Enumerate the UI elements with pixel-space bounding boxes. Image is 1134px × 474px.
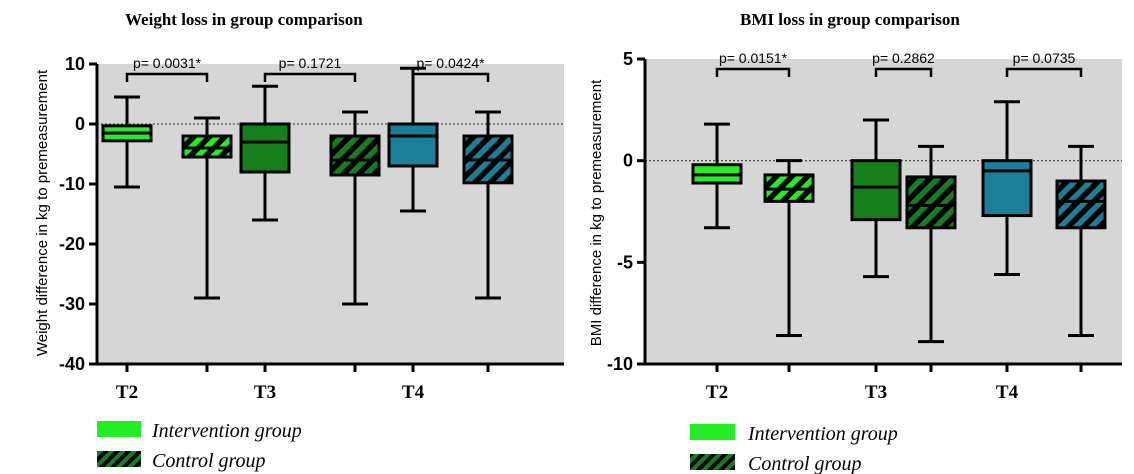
box-hatch xyxy=(1057,181,1105,228)
box-T3-intervention xyxy=(850,118,902,279)
box-fill xyxy=(241,124,289,172)
significance-bracket xyxy=(874,67,933,77)
box-outline xyxy=(981,159,1033,218)
p-value-label: p= 0.0031* xyxy=(133,55,202,71)
box-outline xyxy=(850,159,902,222)
box-outline xyxy=(329,134,381,177)
significance-bracket xyxy=(125,72,209,82)
box-fill xyxy=(983,160,1031,216)
y-tick-label: 0 xyxy=(75,114,85,134)
legend-right: Intervention group Control group xyxy=(690,423,898,474)
y-tick-label: -30 xyxy=(59,294,85,314)
x-tick-label: T2 xyxy=(706,382,728,403)
significance-bracket xyxy=(715,67,791,77)
box-T2-control xyxy=(763,159,815,338)
x-tick-label: T4 xyxy=(996,382,1019,403)
x-tick-label: T2 xyxy=(116,382,138,403)
y-tick-label: 0 xyxy=(623,151,633,171)
x-tick-label: T4 xyxy=(402,382,425,403)
box-fill xyxy=(852,160,900,220)
box-T4-control xyxy=(462,110,514,300)
box-T2-intervention xyxy=(691,122,743,230)
box-T3-intervention xyxy=(239,84,291,222)
legend-label-control: Control group xyxy=(152,450,266,472)
bmi-loss-chart: BMI loss in group comparison BMI differe… xyxy=(588,10,1122,403)
box-T4-control xyxy=(1055,144,1107,338)
box-outline xyxy=(387,122,439,168)
box-outline xyxy=(1055,179,1107,230)
significance-bracket xyxy=(263,72,357,82)
weight-loss-chart: Weight loss in group comparison Weight d… xyxy=(34,10,564,403)
y-axis-label: Weight difference in kg to premeasuremen… xyxy=(34,69,51,356)
y-tick-label: -40 xyxy=(59,354,85,374)
box-T3-control xyxy=(329,110,381,306)
box-T2-intervention xyxy=(101,95,153,189)
y-tick-label: 10 xyxy=(65,54,85,74)
y-tick-label: -10 xyxy=(59,174,85,194)
legend-swatch-intervention xyxy=(97,421,141,437)
legend-left: Intervention group Control group xyxy=(97,420,302,472)
x-tick-label: T3 xyxy=(254,382,276,403)
p-value-label: p= 0.2862 xyxy=(872,50,935,66)
box-T2-control xyxy=(181,116,233,300)
box-outline xyxy=(239,122,291,174)
significance-bracket xyxy=(1005,67,1083,77)
chart-title: Weight loss in group comparison xyxy=(125,10,363,29)
box-hatch xyxy=(331,136,379,175)
significance-bracket xyxy=(411,72,490,82)
box-T3-control xyxy=(905,144,957,344)
legend-label-control: Control group xyxy=(748,453,862,474)
p-value-label: p= 0.1721 xyxy=(279,55,342,71)
box-fill xyxy=(389,124,437,166)
legend-swatch-control-hatch xyxy=(97,451,141,467)
plot-background xyxy=(97,64,564,364)
legend-swatch-intervention xyxy=(690,424,735,440)
y-axis-label: BMI difference in kg to premeasurement xyxy=(588,79,605,346)
p-value-label: p= 0.0735 xyxy=(1013,50,1076,66)
legend-label-intervention: Intervention group xyxy=(151,420,302,442)
y-tick-label: -10 xyxy=(607,354,633,374)
y-tick-label: 5 xyxy=(623,49,633,69)
legend-swatch-control-hatch xyxy=(690,454,735,470)
box-hatch xyxy=(907,176,955,228)
p-value-label: p= 0.0151* xyxy=(719,50,788,66)
chart-title: BMI loss in group comparison xyxy=(740,10,960,29)
x-tick-label: T3 xyxy=(865,382,887,403)
box-T4-intervention xyxy=(387,66,439,213)
box-outline xyxy=(905,175,957,230)
y-tick-label: -20 xyxy=(59,234,85,254)
p-value-label: p= 0.0424* xyxy=(416,55,485,71)
legend-label-intervention: Intervention group xyxy=(747,423,898,445)
box-T4-intervention xyxy=(981,100,1033,277)
y-tick-label: -5 xyxy=(617,252,633,272)
